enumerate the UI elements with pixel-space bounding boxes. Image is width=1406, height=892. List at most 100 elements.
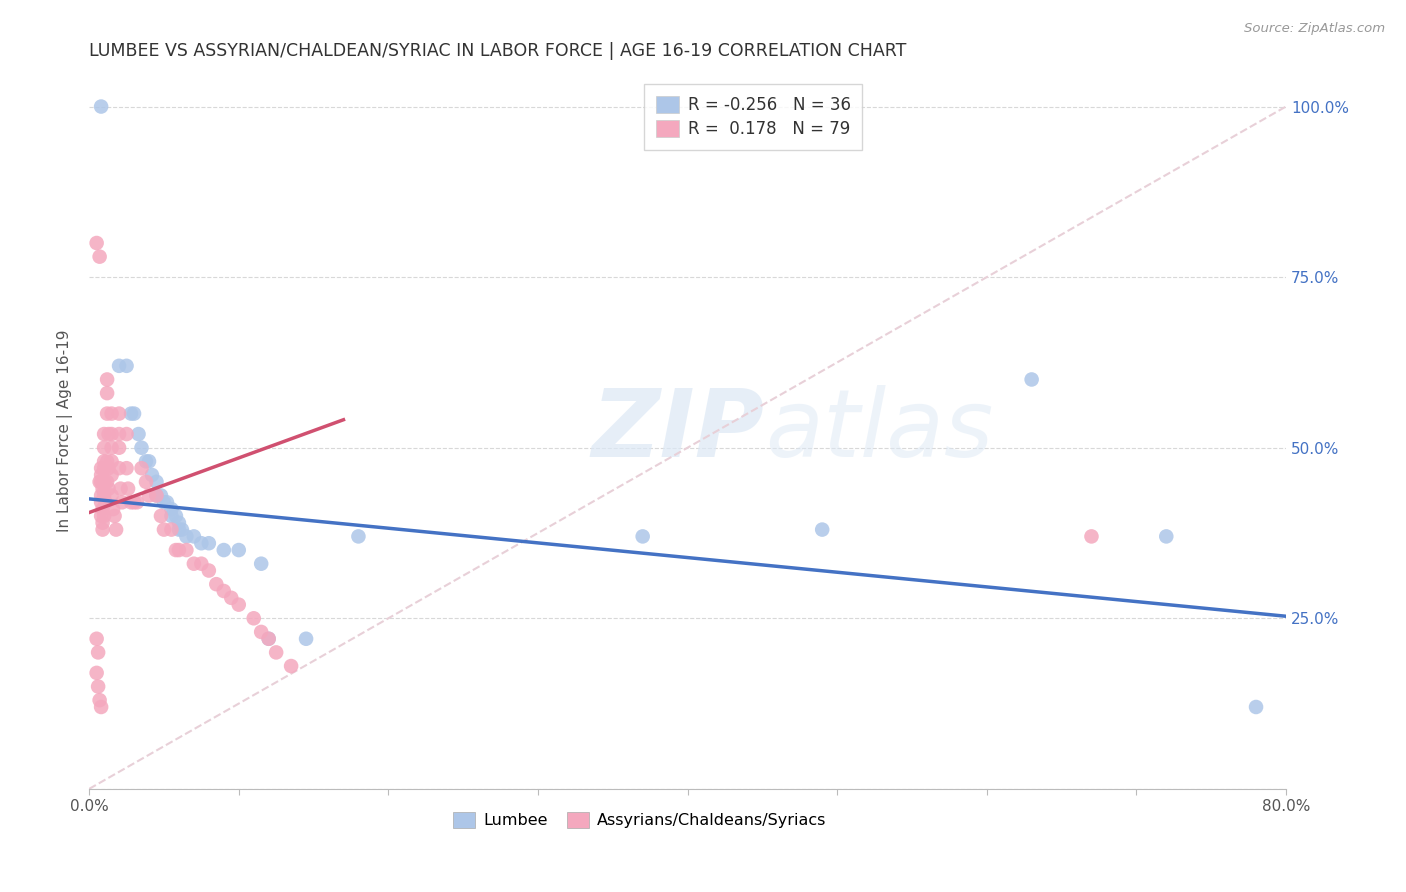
Point [176,529,198,543]
Point [257,632,280,646]
Point [86,235,108,250]
Point [87,680,110,694]
Point [145,475,167,489]
Point [96,372,118,386]
Point [103,508,125,523]
Point [219,591,242,605]
Point [100,441,122,455]
Point [128,427,150,442]
Point [91,516,114,530]
Point [135,454,157,468]
Point [90,700,112,714]
Point [93,454,115,468]
Point [280,659,302,673]
Point [105,523,128,537]
Point [97,461,120,475]
Point [100,488,122,502]
Point [153,523,176,537]
Point [108,441,131,455]
Point [176,543,198,558]
Point [264,645,287,659]
Point [125,495,148,509]
Point [110,482,132,496]
Point [167,523,190,537]
Point [100,427,122,442]
Point [108,427,131,442]
Legend: Lumbee, Assyrians/Chaldeans/Syriacs: Lumbee, Assyrians/Chaldeans/Syriacs [447,805,832,835]
Point [170,523,193,537]
Point [183,557,205,571]
Point [111,495,134,509]
Point [212,543,235,558]
Point [198,564,221,578]
Point [90,508,112,523]
Point [156,495,179,509]
Point [1080,529,1102,543]
Point [165,508,187,523]
Point [91,482,114,496]
Point [250,624,273,639]
Point [198,536,221,550]
Point [242,611,264,625]
Text: LUMBEE VS ASSYRIAN/CHALDEAN/SYRIAC IN LABOR FORCE | AGE 16-19 CORRELATION CHART: LUMBEE VS ASSYRIAN/CHALDEAN/SYRIAC IN LA… [89,42,907,60]
Point [153,495,176,509]
Point [93,461,115,475]
Point [149,488,172,502]
Point [631,529,654,543]
Point [347,529,370,543]
Point [94,495,117,509]
Point [1156,529,1178,543]
Point [141,468,163,483]
Point [90,461,112,475]
Point [96,454,118,468]
Point [1021,372,1043,386]
Text: atlas: atlas [765,385,994,476]
Point [160,508,183,523]
Point [167,516,190,530]
Point [138,454,160,468]
Point [257,632,280,646]
Point [131,441,153,455]
Point [96,407,118,421]
Point [90,468,112,483]
Point [212,584,235,599]
Point [86,665,108,680]
Point [811,523,834,537]
Point [90,495,112,509]
Point [1244,700,1267,714]
Point [93,508,115,523]
Point [165,543,187,558]
Point [108,407,131,421]
Text: Source: ZipAtlas.com: Source: ZipAtlas.com [1244,22,1385,36]
Point [97,482,120,496]
Point [145,488,167,502]
Point [108,359,131,373]
Point [122,407,145,421]
Point [117,482,139,496]
Point [167,543,190,558]
Point [90,99,112,113]
Point [89,250,111,264]
Point [87,645,110,659]
Point [295,632,318,646]
Point [90,475,112,489]
Point [145,488,167,502]
Point [228,543,250,558]
Point [93,475,115,489]
Point [131,461,153,475]
Point [97,427,120,442]
Point [120,495,142,509]
Point [86,632,108,646]
Point [190,536,212,550]
Point [96,386,118,401]
Point [138,488,160,502]
Point [205,577,228,591]
Point [160,502,183,516]
Point [183,529,205,543]
Point [190,557,212,571]
Point [115,427,138,442]
Point [228,598,250,612]
Point [115,461,138,475]
Point [91,523,114,537]
Point [89,693,111,707]
